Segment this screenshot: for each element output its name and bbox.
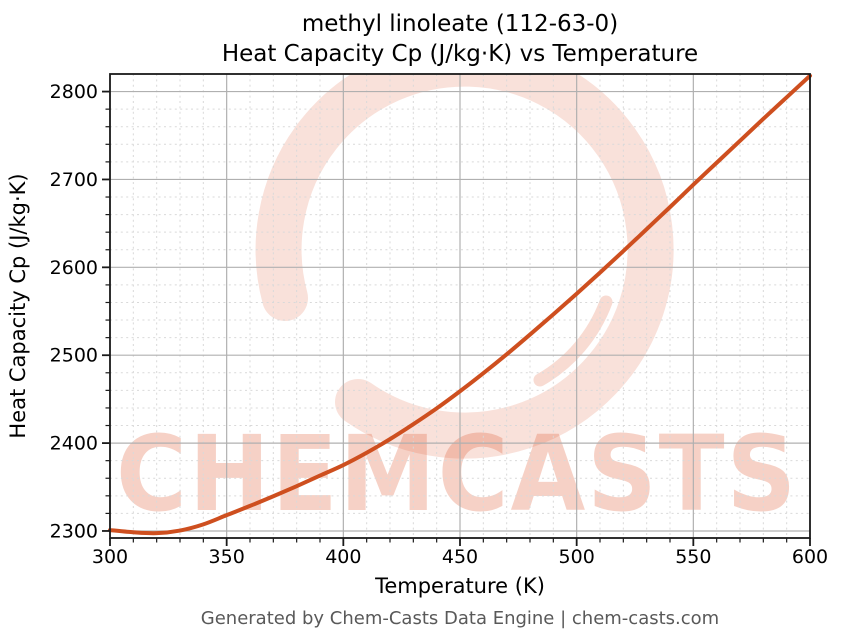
x-tick-label: 600	[792, 546, 828, 568]
y-tick-label: 2800	[50, 81, 98, 103]
axis-ticks	[102, 90, 811, 546]
y-tick-label: 2700	[50, 169, 98, 191]
x-tick-label: 500	[559, 546, 595, 568]
y-tick-label: 2300	[50, 520, 98, 542]
y-tick-label: 2600	[50, 257, 98, 279]
chart-title: methyl linoleate (112-63-0)	[302, 11, 618, 37]
tick-labels: 300 350 400 450 500 550 600 2300 2400 2500 2600 270…	[50, 81, 828, 568]
y-axis-label: Heat Capacity Cp (J/kg·K)	[6, 173, 30, 438]
watermark-swirl	[533, 295, 613, 387]
x-tick-label: 300	[92, 546, 128, 568]
x-tick-label: 550	[675, 546, 711, 568]
cp-vs-temperature-curve	[108, 73, 812, 536]
y-tick-label: 2400	[50, 433, 98, 455]
x-axis-label: Temperature (K)	[374, 574, 545, 598]
footer-credit: Generated by Chem-Casts Data Engine | ch…	[201, 608, 719, 629]
y-tick-label: 2500	[50, 345, 98, 367]
x-tick-label: 350	[209, 546, 245, 568]
x-tick-label: 400	[325, 546, 361, 568]
chart-subtitle: Heat Capacity Cp (J/kg·K) vs Temperature	[222, 41, 698, 67]
watermark-ring	[255, 74, 674, 459]
x-tick-label: 450	[442, 546, 478, 568]
